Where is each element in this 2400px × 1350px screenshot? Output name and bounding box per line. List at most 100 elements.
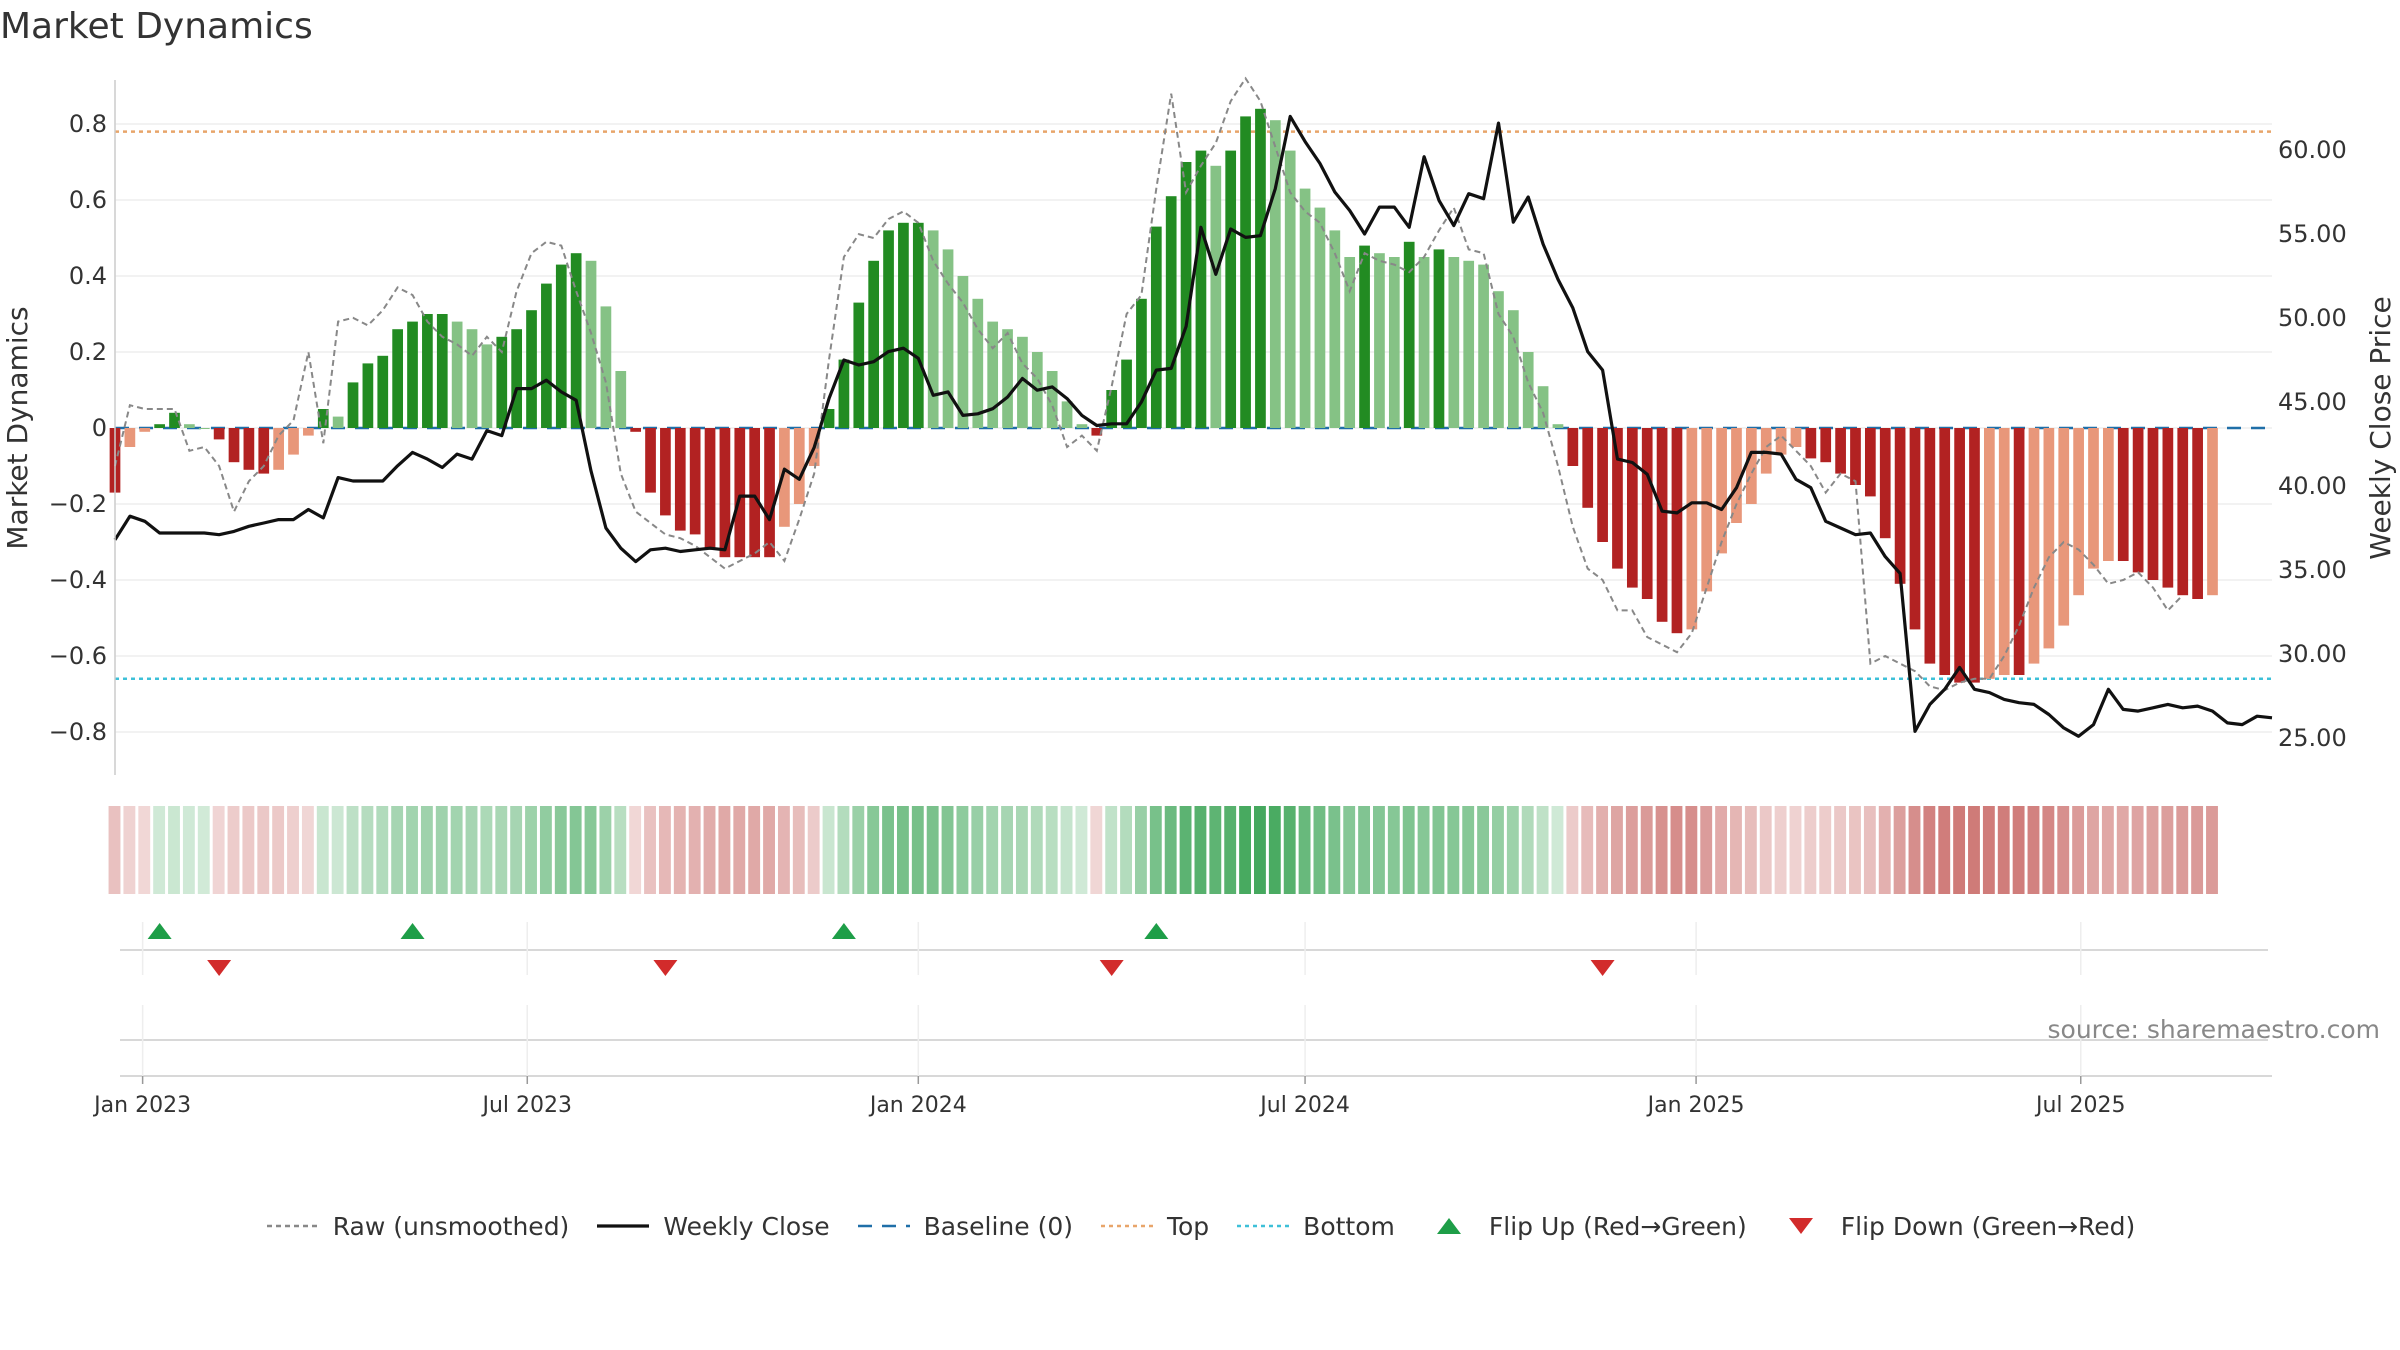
- ribbon-cell: [1611, 806, 1623, 894]
- ribbon-cell: [837, 806, 850, 894]
- dynamics-bar: [1374, 253, 1385, 428]
- dynamics-bar: [645, 428, 656, 493]
- ribbon-cell: [331, 806, 344, 894]
- dynamics-bar: [1671, 428, 1683, 634]
- ribbon-cell: [1878, 806, 1891, 894]
- dynamics-bar: [377, 355, 389, 428]
- ribbon-cell: [1968, 806, 1980, 894]
- dynamics-bar: [674, 428, 686, 531]
- ribbon-cell: [673, 806, 686, 894]
- dynamics-bar: [451, 321, 463, 428]
- ribbon-cell: [361, 806, 374, 894]
- ribbon-cell: [1164, 806, 1177, 894]
- y2-tick-label: 50.00: [2278, 304, 2347, 332]
- ribbon-cell: [227, 806, 240, 894]
- ribbon-cell: [1908, 806, 1921, 894]
- ribbon-cell: [792, 806, 805, 894]
- ribbon-cell: [1506, 806, 1519, 894]
- dynamics-bar: [2073, 428, 2084, 596]
- ribbon-cell: [852, 806, 865, 894]
- ribbon-cell: [1462, 806, 1475, 894]
- dynamics-bar: [2013, 428, 2025, 675]
- dynamics-bar: [1597, 428, 1608, 542]
- ribbon-cell: [1640, 806, 1653, 894]
- dynamics-bar: [288, 428, 299, 455]
- ribbon-cell: [882, 806, 894, 894]
- flip-down-marker: [207, 960, 232, 976]
- legend-item-flip_down: Flip Down (Green→Red): [1773, 1212, 2135, 1241]
- ribbon-cell: [287, 806, 299, 894]
- dynamics-bar: [496, 336, 508, 428]
- dynamics-bar: [347, 382, 359, 428]
- legend-label: Bottom: [1303, 1211, 1395, 1241]
- ribbon-cell: [391, 806, 404, 894]
- ribbon-cell: [1313, 806, 1326, 894]
- ribbon-cell: [2191, 806, 2204, 894]
- ribbon-cell: [1581, 806, 1594, 894]
- dynamics-bar: [1969, 428, 1980, 683]
- ribbon-cell: [1492, 806, 1504, 894]
- dynamics-bar: [883, 230, 894, 428]
- ribbon-cell: [1224, 806, 1237, 894]
- ribbon-cell: [1149, 806, 1162, 894]
- ribbon-cell: [911, 806, 924, 894]
- ribbon-cell: [420, 806, 433, 894]
- ribbon-cell: [777, 806, 790, 894]
- legend-item-baseline: Baseline (0): [856, 1212, 1073, 1241]
- ribbon-cell: [465, 806, 478, 894]
- ribbon-cell: [257, 806, 270, 894]
- ribbon-cell: [867, 806, 880, 894]
- dynamics-bar: [1240, 116, 1251, 429]
- ribbon-cell: [1521, 806, 1534, 894]
- flip-up-marker: [1144, 923, 1169, 939]
- ribbon-cell: [599, 806, 612, 894]
- dynamics-bar: [303, 428, 314, 436]
- ribbon-cell: [2072, 806, 2085, 894]
- dynamics-bar: [2192, 428, 2203, 599]
- ribbon-cell: [1090, 806, 1103, 894]
- ribbon-cell: [450, 806, 463, 894]
- dynamics-bar: [1329, 230, 1341, 428]
- dynamics-bar: [734, 428, 746, 558]
- dynamics-bar: [1493, 291, 1504, 428]
- y2-tick-label: 35.00: [2278, 556, 2347, 584]
- ribbon-cell: [1596, 806, 1609, 894]
- dynamics-bar: [1046, 371, 1058, 428]
- axes: −0.8 −0.6 −0.4 −0.2 0 0.2 0.4 0.6 0.8 25.00 30.00 3…: [1, 80, 2397, 775]
- ribbon-cell: [1819, 806, 1832, 894]
- dynamics-bar: [585, 260, 597, 428]
- ribbon-cell: [346, 806, 359, 894]
- dynamics-bar: [1924, 428, 1936, 664]
- dynamics-bar: [466, 329, 478, 428]
- dynamics-bar: [927, 230, 939, 428]
- regime-ribbon: [108, 806, 2218, 894]
- dynamics-bar: [987, 321, 999, 428]
- dynamics-bar: [1552, 424, 1564, 428]
- ribbon-cell: [212, 806, 225, 894]
- ribbon-cell: [272, 806, 285, 894]
- ribbon-cell: [1923, 806, 1936, 894]
- ribbon-cell: [658, 806, 671, 894]
- y-tick-label: −0.4: [49, 566, 107, 594]
- ribbon-cell: [242, 806, 255, 894]
- dynamics-bar: [1879, 428, 1891, 539]
- ribbon-cell: [1953, 806, 1966, 894]
- ribbon-cell: [1789, 806, 1802, 894]
- ribbon-cell: [1536, 806, 1549, 894]
- dynamics-bar: [1909, 428, 1921, 630]
- dynamics-bar: [1507, 310, 1519, 428]
- y-tick-label: 0.2: [69, 338, 107, 366]
- dynamics-bar: [1388, 257, 1400, 428]
- ribbon-cell: [2161, 806, 2174, 894]
- ribbon-cell: [1730, 806, 1742, 894]
- x-axis: Jan 2023 Jul 2023 Jan 2024 Jul 2024 Jan 2025…: [92, 922, 2272, 1118]
- x-tick-label: Jul 2023: [481, 1093, 573, 1118]
- ribbon-cell: [1194, 806, 1207, 894]
- legend-swatch-top: [1100, 1224, 1153, 1228]
- raw-line: [114, 76, 2184, 692]
- dynamics-bar: [1894, 428, 1906, 584]
- ribbon-cell: [301, 806, 314, 894]
- dynamics-bar: [823, 409, 835, 428]
- dynamics-bar: [1760, 428, 1772, 474]
- dynamics-bar: [1299, 188, 1311, 428]
